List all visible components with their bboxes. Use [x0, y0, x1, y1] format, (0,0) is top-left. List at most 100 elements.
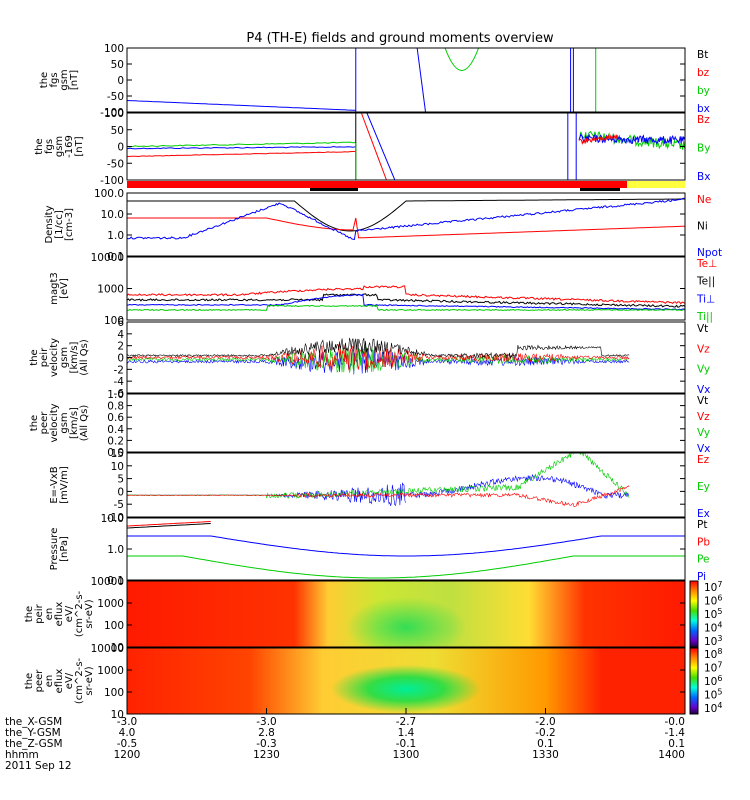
ytick-label: 100 — [104, 315, 124, 327]
frame-fgs169 — [126, 112, 686, 181]
frame-ion_spectrogram — [126, 580, 686, 648]
ylabel-line: (All Qs) — [79, 405, 90, 442]
ylabel-line: velocity — [49, 403, 60, 442]
ylabel-efield: E=-VxB[mV/m] — [49, 466, 70, 504]
series-Bz-2 — [360, 113, 387, 180]
xaxis-value-y: 4.0 — [119, 727, 136, 739]
plot-area-ion_velocity — [127, 337, 630, 375]
legend-Ne: Ne — [697, 194, 711, 206]
ylabel-line: eV/ — [64, 672, 75, 689]
ylabel-line: (All Qs) — [79, 339, 90, 376]
ylabel-line: (cm^2-s- — [74, 657, 85, 704]
legend-Te||: Te|| — [696, 276, 715, 288]
legend-Ni: Ni — [697, 221, 708, 233]
ylabel-line: the — [39, 72, 50, 88]
ytick-label: 10000 — [91, 576, 124, 588]
xaxis-value-t: 1400 — [658, 749, 685, 761]
ylabel-line: sr-eV) — [84, 599, 95, 628]
ylabel-ion_spectrogram: thepeirenefluxeV/(cm^2-s-sr-eV) — [24, 590, 95, 637]
ylabel-electron_spectrogram: thepeerenefluxeV/(cm^2-s-sr-eV) — [24, 657, 95, 704]
ytick-label: 100 — [104, 43, 124, 55]
xaxis-row-label: hhmm — [5, 749, 39, 761]
ylabel-pressure: Pressure[nPa] — [49, 528, 70, 571]
series-Pe — [127, 555, 685, 579]
colorbar-exp: 5 — [717, 688, 722, 697]
ylabel-line: eflux — [54, 669, 65, 694]
panel-electron_velocity: 1.00.80.60.40.20.0 thepeervelocitygsm[km/… — [29, 389, 710, 459]
ytick-label: -6 — [114, 388, 125, 400]
ytick-label: -5 — [114, 499, 124, 511]
figure-title: P4 (TH-E) fields and ground moments over… — [246, 31, 554, 46]
ytick-label: 6 — [117, 317, 124, 329]
mode-bar-yellow — [627, 181, 685, 188]
ylabel-line: en — [44, 675, 55, 688]
ylabel-line: gsm — [59, 347, 70, 368]
xaxis-value-x: -2.7 — [396, 716, 417, 728]
panel-ion_spectrogram: 10000 1000 100 10 thepeirenefluxeV/(cm^2-s-s… — [24, 576, 722, 654]
ylabel-line: the — [29, 349, 40, 365]
plot-area-fgs169 — [127, 113, 685, 180]
ylabel-line: [nT] — [74, 136, 85, 156]
series-Tipar — [127, 304, 685, 311]
legend-Ti⊥: Ti⊥ — [696, 293, 715, 305]
colorbar-exp: 3 — [717, 634, 722, 643]
ylabel-line: gsm — [59, 412, 70, 433]
ylabel-density: Density[1/cc][cm-3] — [44, 205, 75, 243]
ytick-label: 0.4 — [107, 424, 124, 436]
colorbar-label: 104 — [704, 621, 722, 635]
series-Pi — [127, 535, 685, 557]
colorbar-label: 108 — [704, 647, 722, 661]
series-Ex — [127, 482, 406, 506]
ytick-label: 0.1 — [107, 251, 124, 263]
plot-area-density — [127, 197, 685, 240]
ytick-label: -50 — [107, 91, 124, 103]
colorbar-exp: 6 — [717, 674, 722, 683]
xaxis-row-label: 2011 Sep 12 — [5, 760, 72, 772]
plot-area-efield — [127, 453, 630, 508]
ytick-label: 100 — [104, 108, 124, 120]
ytick-label: 10000 — [91, 643, 124, 655]
ylabel-line: [nPa] — [59, 536, 70, 562]
ytick-label: -100 — [100, 107, 124, 119]
xaxis-value-t: 1200 — [114, 749, 141, 761]
series-bx — [127, 100, 356, 111]
xaxis-value-t: 1230 — [253, 749, 280, 761]
ylabel-line: eV/ — [64, 605, 75, 622]
legend-Vx: Vx — [697, 384, 710, 396]
xaxis-value-x: -0.0 — [665, 716, 686, 728]
ylabel-line: [km/s] — [69, 407, 80, 439]
legend-Ti||: Ti|| — [696, 311, 713, 323]
ylabel-line: -169 — [64, 135, 75, 158]
ylabel-line: (cm^2-s- — [74, 590, 85, 637]
colorbar-label: 104 — [704, 701, 722, 715]
xaxis-row-label: the_Y-GSM — [5, 727, 61, 739]
panels: 100500-50-100thefgsgsm[nT]Btbzbybx100500… — [24, 43, 722, 721]
ylabel-line: fgs — [49, 72, 60, 87]
ytick-label: 50 — [111, 125, 124, 137]
ytick-label: 0 — [117, 142, 124, 154]
xaxis-value-y: 2.8 — [258, 727, 275, 739]
ylabel-line: velocity — [49, 338, 60, 377]
ytick-label: 1.0 — [107, 230, 124, 242]
ylabel-fgs169: thefgsgsm-169[nT] — [34, 135, 85, 158]
legend-bx: bx — [697, 103, 710, 115]
legend-Te⊥: Te⊥ — [696, 258, 717, 270]
ytick-label: 1000 — [97, 284, 124, 296]
xaxis-value-z: 0.1 — [537, 738, 554, 750]
ytick-label: 100 — [104, 687, 124, 699]
panel-fgs169: 100 50 0 -50 -100 thefgsgsm-169[nT] Bz By Bx — [34, 108, 710, 187]
ylabel-temperature: magt3[eV] — [49, 272, 70, 305]
ylabel-line: the — [24, 606, 35, 622]
ylabel-line: Pressure — [49, 528, 60, 571]
ylabel-line: magt3 — [49, 272, 60, 305]
series-by — [444, 48, 480, 71]
legend-Ex: Ex — [697, 508, 710, 520]
ylabel-fgs: thefgsgsm[nT] — [39, 69, 80, 90]
legend-Bt: Bt — [697, 49, 708, 61]
xaxis-value-z: -0.3 — [256, 738, 277, 750]
ylabel-line: peir — [39, 347, 50, 367]
plot-area-electron_spectrogram — [127, 648, 685, 714]
ylabel-line: peir — [34, 603, 45, 623]
